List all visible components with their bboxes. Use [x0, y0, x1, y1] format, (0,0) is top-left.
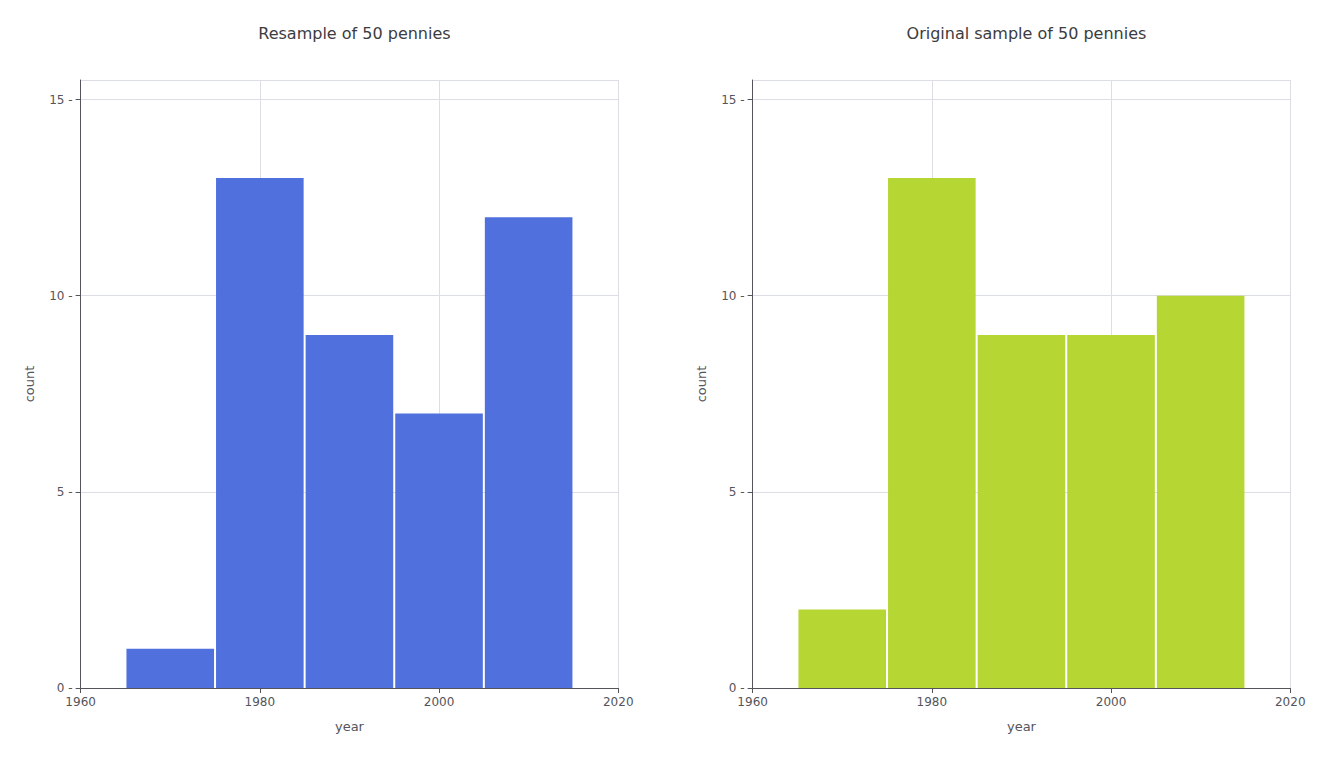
- svg-text:0 -: 0 -: [729, 681, 745, 695]
- svg-text:year: year: [335, 719, 365, 734]
- svg-text:2000: 2000: [1096, 695, 1127, 709]
- svg-text:5 -: 5 -: [729, 485, 745, 499]
- svg-text:year: year: [1007, 719, 1037, 734]
- svg-text:Resample of 50 pennies: Resample of 50 pennies: [258, 24, 450, 43]
- svg-text:0 -: 0 -: [57, 681, 73, 695]
- svg-text:1960: 1960: [737, 695, 768, 709]
- svg-text:15 -: 15 -: [721, 93, 744, 107]
- svg-text:Original sample of 50 pennies: Original sample of 50 pennies: [907, 24, 1147, 43]
- svg-text:2020: 2020: [1275, 695, 1306, 709]
- svg-text:1980: 1980: [245, 695, 276, 709]
- svg-text:10 -: 10 -: [721, 289, 744, 303]
- svg-text:15 -: 15 -: [49, 93, 72, 107]
- svg-text:1960: 1960: [65, 695, 96, 709]
- svg-text:count: count: [694, 366, 709, 403]
- svg-text:2020: 2020: [603, 695, 634, 709]
- svg-text:1980: 1980: [917, 695, 948, 709]
- svg-text:10 -: 10 -: [49, 289, 72, 303]
- svg-text:count: count: [22, 366, 37, 403]
- svg-text:2000: 2000: [424, 695, 455, 709]
- svg-text:5 -: 5 -: [57, 485, 73, 499]
